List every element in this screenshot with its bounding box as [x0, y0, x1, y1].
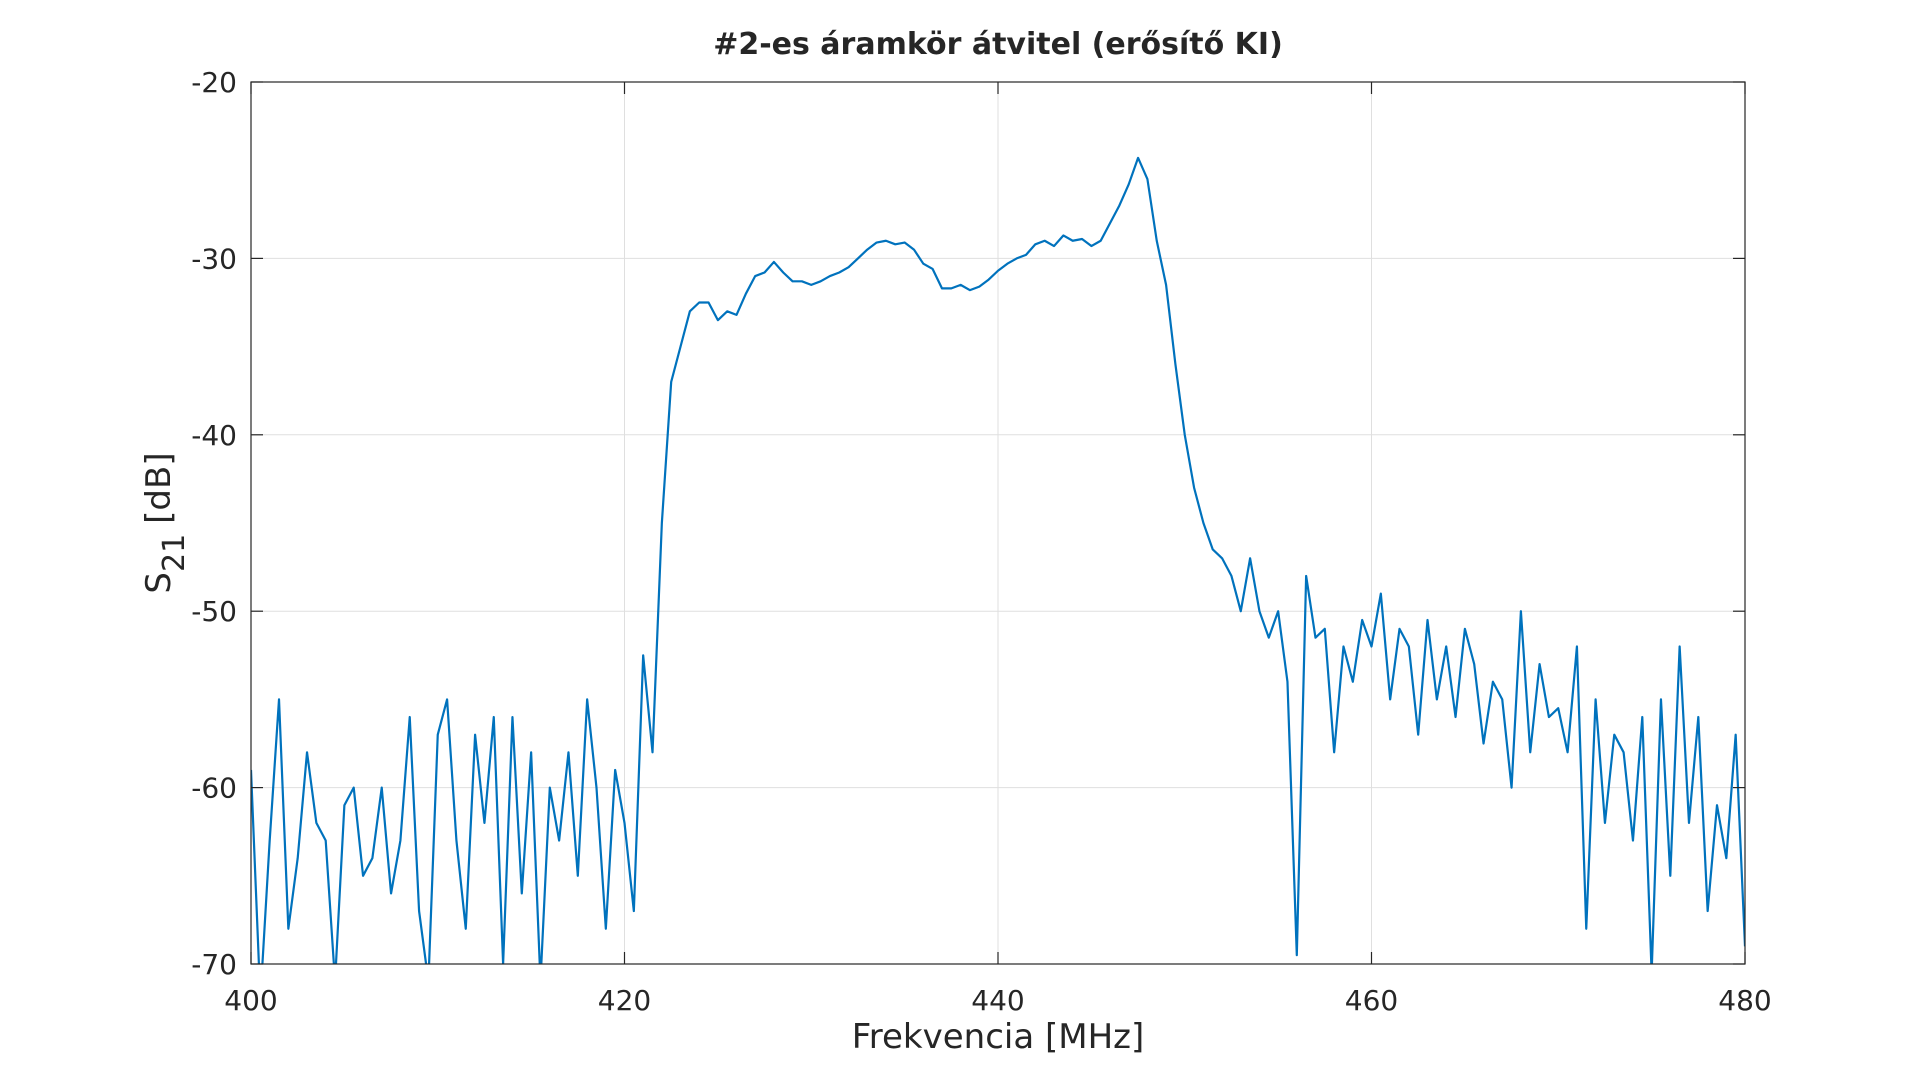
chart-title: #2-es áramkör átvitel (erősítő KI) [713, 27, 1283, 62]
y-tick-label: -30 [191, 242, 237, 275]
y-axis-label: S21 [dB] [139, 452, 192, 593]
y-tick-label: -60 [191, 772, 237, 805]
data-line [251, 156, 1745, 964]
x-axis-label: Frekvencia [MHz] [852, 1017, 1145, 1057]
x-tick-label: 460 [1345, 984, 1398, 1017]
y-tick-label: -70 [191, 948, 237, 981]
x-tick-label: 480 [1718, 984, 1771, 1017]
x-tick-label: 420 [598, 984, 651, 1017]
x-tick-label: 400 [224, 984, 277, 1017]
y-tick-label: -40 [191, 419, 237, 452]
x-tick-label: 440 [971, 984, 1024, 1017]
y-label-unit: [dB] [139, 452, 179, 523]
y-label-base: S [139, 572, 179, 594]
plot-area [251, 156, 1745, 964]
y-tick-label: -20 [191, 66, 237, 99]
y-label-sub: 21 [157, 534, 192, 572]
y-tick-label: -50 [191, 595, 237, 628]
ticks: 400 420 440 460 480 -70 -60 -50 -40 -30 -20 [191, 66, 1771, 1017]
